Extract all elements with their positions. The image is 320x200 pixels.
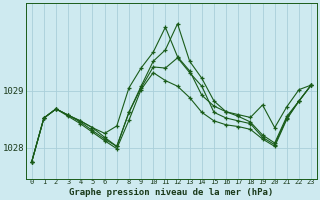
X-axis label: Graphe pression niveau de la mer (hPa): Graphe pression niveau de la mer (hPa) <box>69 188 274 197</box>
